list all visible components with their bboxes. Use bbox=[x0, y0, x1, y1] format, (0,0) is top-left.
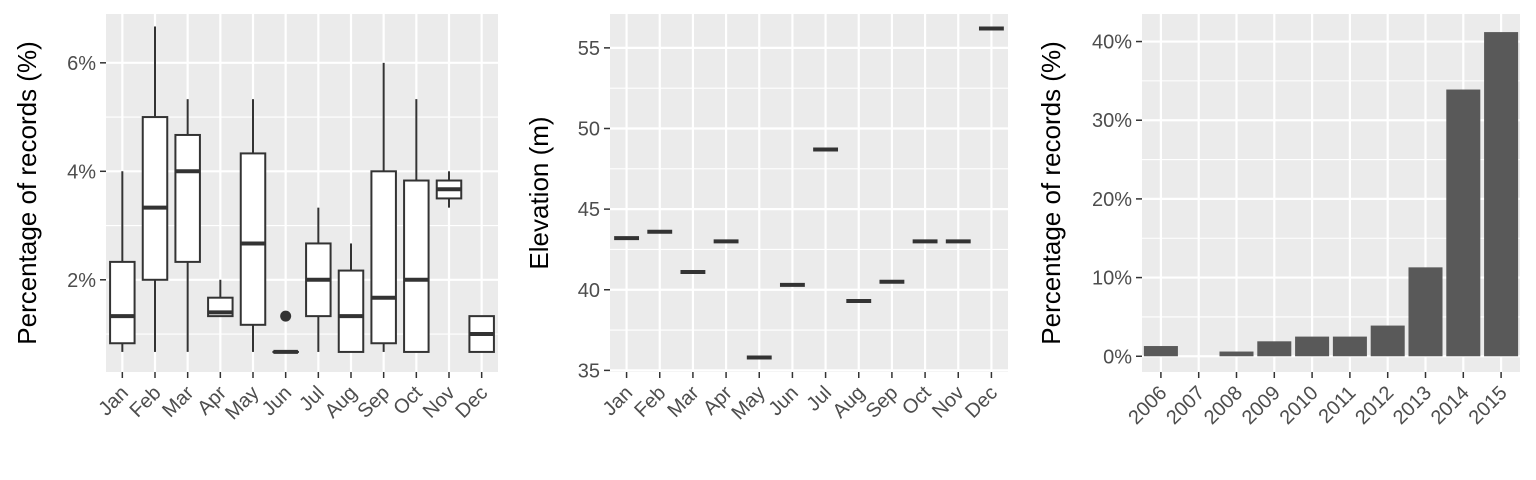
y-tick-label: 35 bbox=[578, 360, 600, 382]
bar bbox=[1408, 267, 1443, 357]
x-tick-label: 2011 bbox=[1314, 382, 1360, 428]
x-tick-label: May bbox=[728, 382, 770, 424]
y-tick-label: 40% bbox=[1092, 32, 1132, 54]
y-axis-title: Percentage of records (%) bbox=[12, 41, 42, 344]
box-plot bbox=[272, 310, 299, 354]
box bbox=[337, 269, 365, 353]
x-tick-label: Mar bbox=[664, 382, 704, 422]
bar bbox=[1370, 325, 1405, 357]
x-tick-label: Aug bbox=[321, 382, 362, 423]
x-tick-label: Aug bbox=[829, 382, 870, 423]
x-tick-label: 2008 bbox=[1200, 382, 1247, 429]
box-plot bbox=[141, 26, 169, 352]
x-tick-label: 2013 bbox=[1389, 382, 1436, 429]
box-plot bbox=[207, 279, 234, 318]
y-tick-label: 40 bbox=[578, 280, 600, 302]
box bbox=[174, 133, 201, 263]
x-tick-label: 2009 bbox=[1238, 382, 1285, 429]
x-tick-label: Jun bbox=[258, 382, 296, 420]
bar bbox=[1257, 341, 1292, 357]
x-tick-label: Jan bbox=[95, 382, 133, 420]
y-axis-title: Percentage of records (%) bbox=[1036, 41, 1066, 344]
y-tick-label: 55 bbox=[578, 38, 600, 60]
outlier-point bbox=[280, 310, 292, 322]
x-tick-label: Jun bbox=[765, 382, 803, 420]
bar bbox=[1332, 336, 1367, 357]
x-tick-label: Nov bbox=[419, 382, 460, 423]
x-tick-label: 2006 bbox=[1124, 382, 1171, 429]
x-tick-label: Oct bbox=[389, 382, 427, 420]
y-tick-label: 20% bbox=[1092, 189, 1132, 211]
x-tick-label: 2010 bbox=[1276, 382, 1323, 429]
panel-background bbox=[610, 14, 1008, 372]
x-tick-label: Sep bbox=[862, 382, 903, 423]
x-tick-label: Oct bbox=[898, 382, 936, 420]
yearly-records-bar-panel: 0%10%20%30%40%20062007200820092010201120… bbox=[1036, 14, 1520, 429]
x-tick-label: Jan bbox=[599, 382, 637, 420]
y-tick-label: 45 bbox=[578, 199, 600, 221]
box-plot bbox=[239, 99, 267, 352]
box-plot bbox=[370, 62, 397, 352]
box-plot bbox=[174, 99, 201, 352]
box bbox=[239, 152, 267, 326]
y-tick-label: 30% bbox=[1092, 110, 1132, 132]
x-tick-label: Dec bbox=[451, 382, 492, 423]
box bbox=[370, 170, 397, 345]
x-tick-label: May bbox=[221, 382, 263, 424]
box bbox=[109, 260, 136, 345]
x-tick-label: Mar bbox=[158, 382, 198, 422]
box-plot bbox=[435, 171, 463, 208]
bar bbox=[1219, 351, 1254, 357]
box bbox=[403, 179, 430, 353]
x-tick-label: 2012 bbox=[1351, 382, 1398, 429]
x-tick-label: Dec bbox=[961, 382, 1002, 423]
x-tick-label: Nov bbox=[928, 382, 969, 423]
y-tick-label: 50 bbox=[578, 118, 600, 140]
x-tick-label: 2007 bbox=[1162, 382, 1209, 429]
box-plot bbox=[468, 315, 495, 353]
y-tick-label: 4% bbox=[67, 161, 96, 183]
x-tick-label: 2015 bbox=[1465, 382, 1512, 429]
y-tick-label: 6% bbox=[67, 53, 96, 75]
bar bbox=[1295, 336, 1330, 357]
bar bbox=[1484, 32, 1519, 357]
bar bbox=[1446, 89, 1481, 357]
x-tick-label: Sep bbox=[353, 382, 394, 423]
box bbox=[141, 116, 169, 281]
x-tick-label: 2014 bbox=[1427, 382, 1474, 429]
x-tick-label: Feb bbox=[126, 382, 166, 422]
box-plot bbox=[403, 99, 430, 353]
y-tick-label: 10% bbox=[1092, 268, 1132, 290]
x-tick-label: Feb bbox=[630, 382, 670, 422]
y-tick-label: 2% bbox=[67, 270, 96, 292]
y-axis-title: Elevation (m) bbox=[524, 116, 554, 269]
y-tick-label: 0% bbox=[1103, 346, 1132, 368]
box-plot bbox=[337, 243, 365, 353]
bar bbox=[1143, 346, 1178, 357]
x-tick-label: Apr bbox=[699, 382, 737, 420]
box-plot bbox=[305, 207, 332, 352]
box-plot bbox=[109, 171, 136, 352]
panel-background bbox=[106, 14, 498, 372]
